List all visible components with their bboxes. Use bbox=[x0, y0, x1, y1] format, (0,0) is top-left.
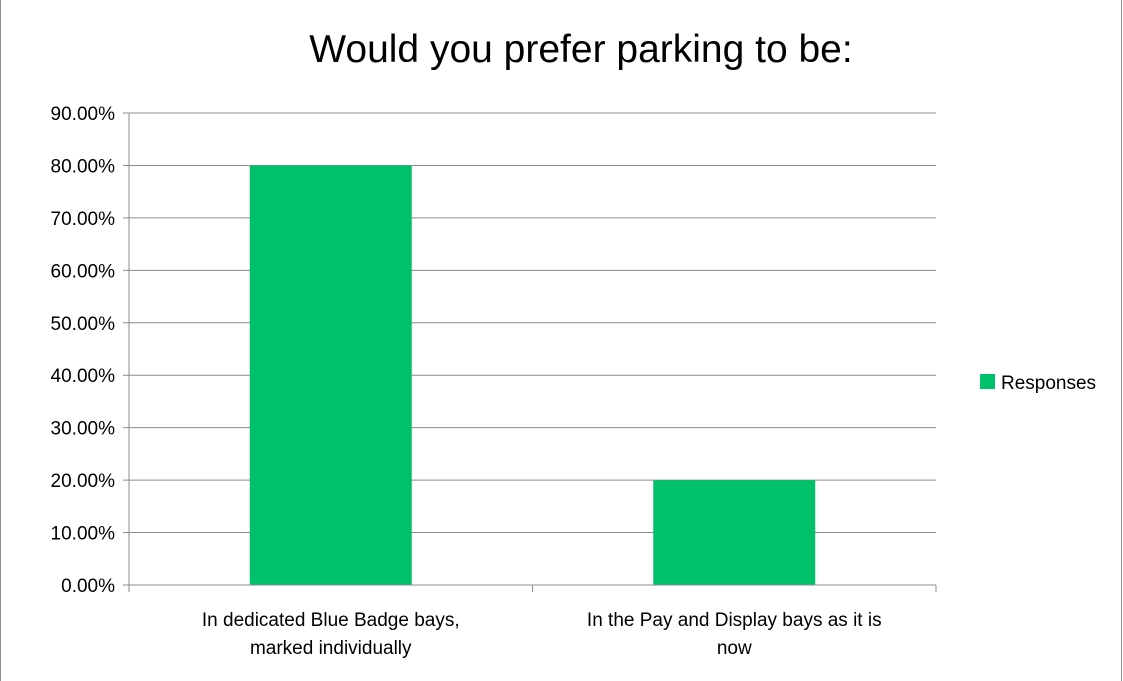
bar bbox=[249, 165, 412, 585]
legend-label-responses: Responses bbox=[1001, 373, 1096, 394]
legend: Responses bbox=[980, 373, 1096, 394]
y-tick-label: 60.00% bbox=[51, 261, 116, 282]
bars bbox=[249, 165, 816, 585]
y-tick-label: 10.00% bbox=[51, 524, 116, 545]
y-tick-label: 90.00% bbox=[51, 104, 116, 125]
y-tick-label: 50.00% bbox=[51, 314, 116, 335]
y-tick-label: 20.00% bbox=[51, 471, 116, 492]
axes bbox=[123, 113, 937, 592]
x-category-label: In dedicated Blue Badge bays, marked indi… bbox=[202, 610, 460, 659]
y-tick-label: 70.00% bbox=[51, 209, 116, 230]
y-axis-tick-labels: 0.00% 10.00% 20.00% 30.00% 40.00% 50.00% 60.00… bbox=[51, 104, 116, 597]
gridlines bbox=[123, 112, 936, 534]
y-tick-label: 40.00% bbox=[51, 366, 116, 387]
bar bbox=[653, 480, 816, 585]
legend-swatch-responses bbox=[980, 374, 995, 389]
x-category-label: In the Pay and Display bays as it is now bbox=[587, 610, 882, 659]
y-tick-label: 0.00% bbox=[61, 576, 115, 597]
y-tick-label: 30.00% bbox=[51, 419, 116, 440]
y-tick-label: 80.00% bbox=[51, 156, 116, 177]
x-axis-category-labels: In dedicated Blue Badge bays, marked indi… bbox=[202, 610, 882, 659]
chart-title: Would you prefer parking to be: bbox=[309, 28, 852, 71]
